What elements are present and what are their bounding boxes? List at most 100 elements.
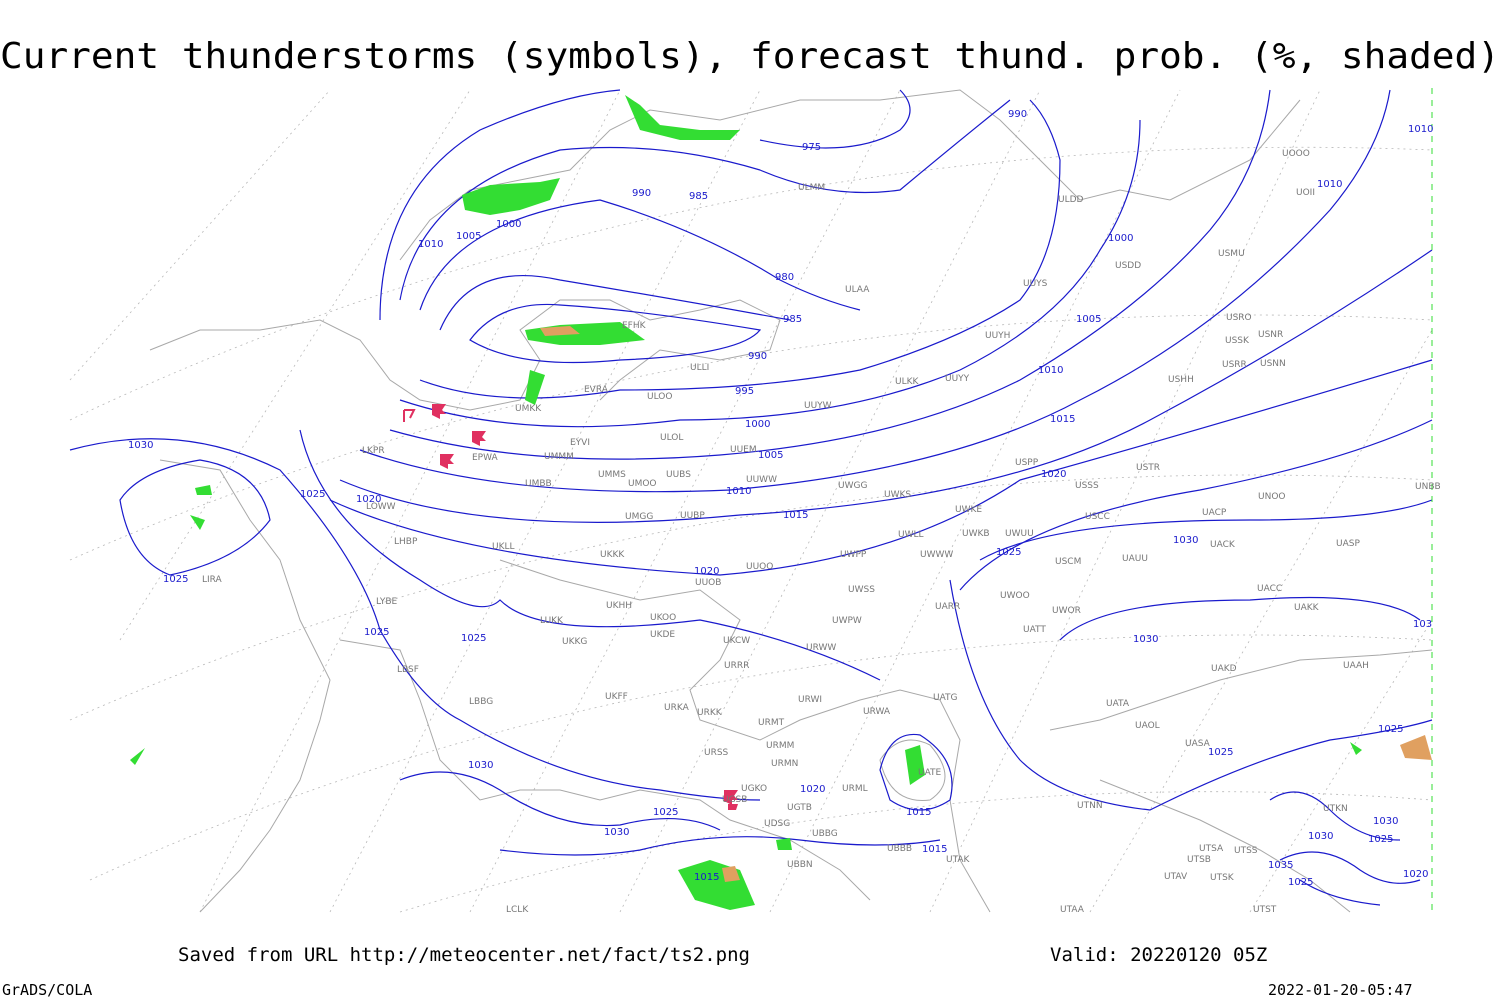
isobar-label: 1030 — [1373, 816, 1398, 827]
station-label: UBBB — [887, 844, 912, 854]
coastline — [399, 89, 1301, 261]
timestamp: 2022-01-20-05:47 — [1268, 981, 1413, 999]
station-label: USRO — [1226, 313, 1252, 323]
station-label: UUYS — [1023, 279, 1048, 289]
isobar-label: 1000 — [496, 219, 521, 230]
storm-symbols — [403, 404, 738, 810]
station-label: UUYH — [985, 331, 1010, 341]
isobar-label: 1015 — [1050, 414, 1075, 425]
station-label: UDSG — [764, 819, 790, 829]
isobar-label: 1025 — [1288, 877, 1313, 888]
station-label: UWOR — [1052, 606, 1081, 616]
station-label: UWKB — [962, 529, 990, 539]
station-label: UAKD — [1211, 664, 1237, 674]
station-label: LIRA — [202, 575, 223, 585]
shade — [678, 860, 755, 910]
isobar-label: 1015 — [783, 510, 808, 521]
isobar — [399, 99, 1011, 301]
isobar — [419, 199, 861, 311]
coastline — [879, 739, 946, 801]
isobar — [469, 303, 762, 364]
station-label: UATE — [918, 768, 942, 778]
map-labels: 975 990 990 985 1000 1005 1010 980 985 990 995 1000… — [128, 109, 1441, 915]
station-label: UWPW — [832, 616, 862, 626]
isobar — [299, 419, 1433, 681]
shade — [722, 866, 740, 882]
isobar-label: 1015 — [906, 807, 931, 818]
isobar — [399, 771, 941, 856]
isobar — [359, 89, 1391, 493]
station-label: UTSA — [1199, 844, 1224, 854]
station-label: URWI — [798, 695, 822, 705]
station-label: UASA — [1185, 739, 1211, 749]
station-label: UUYW — [804, 401, 832, 411]
station-label: UTSB — [1187, 855, 1211, 865]
isobar — [339, 249, 1433, 523]
isobar-label: 1025 — [1208, 747, 1233, 758]
isobars — [69, 89, 1433, 906]
station-label: UUWW — [746, 475, 777, 485]
station-label: UTAK — [946, 855, 971, 865]
station-label: UACC — [1257, 584, 1282, 594]
station-label: UKCW — [723, 636, 750, 646]
station-label: UACK — [1210, 540, 1236, 550]
station-label: UATA — [1106, 699, 1130, 709]
station-label: LUKK — [540, 616, 564, 626]
station-label: USSS — [1075, 481, 1099, 491]
coastline — [159, 459, 871, 913]
station-label: LYBE — [376, 597, 397, 607]
station-label: URWW — [806, 643, 836, 653]
station-label: URML — [842, 784, 868, 794]
station-label: EFHK — [622, 321, 647, 331]
station-label: UBBN — [787, 860, 813, 870]
shade — [540, 326, 580, 336]
isobar — [949, 579, 1433, 811]
station-label: ULKK — [895, 377, 920, 387]
station-label: UKOO — [650, 613, 676, 623]
station-label: USPP — [1015, 458, 1039, 468]
isobar-label: 1015 — [922, 844, 947, 855]
shade — [1400, 735, 1432, 760]
isobar-label: 1025 — [996, 547, 1021, 558]
station-label: UMMM — [544, 452, 574, 462]
isobar-label: 1035 — [1268, 860, 1293, 871]
station-label: USTR — [1136, 463, 1160, 473]
station-label: ULLI — [690, 363, 709, 373]
station-label: UWUU — [1005, 529, 1034, 539]
isobar — [419, 99, 1061, 399]
isobar-label: 1030 — [604, 827, 629, 838]
station-label: URSS — [704, 748, 729, 758]
station-label: UTAA — [1060, 905, 1085, 915]
isobar — [439, 274, 791, 331]
station-label: URKA — [664, 703, 690, 713]
station-label: UWWW — [920, 550, 953, 560]
station-label: UOII — [1296, 188, 1315, 198]
station-label: UUOO — [746, 562, 773, 572]
station-label: UATT — [1023, 625, 1046, 635]
isobar-label: 1025 — [163, 574, 188, 585]
shade — [462, 178, 560, 215]
isobar — [879, 733, 953, 811]
station-label: UMMS — [598, 470, 626, 480]
shade — [625, 95, 740, 140]
station-label: ULOL — [660, 433, 683, 443]
isobar-label: 1030 — [1308, 831, 1333, 842]
isobar-label: 1020 — [1403, 869, 1428, 880]
isobar-label: 1020 — [694, 566, 719, 577]
station-label: LBSF — [397, 665, 419, 675]
graticule — [69, 89, 1433, 913]
thunder-probability — [130, 95, 1432, 910]
station-label: LOWW — [366, 502, 396, 512]
station-label: UGTB — [787, 803, 812, 813]
station-label: UTNN — [1077, 801, 1103, 811]
isobar-label: 1025 — [1368, 834, 1393, 845]
station-label: ULOO — [647, 392, 672, 402]
station-label: UUOB — [695, 578, 721, 588]
station-label: LHBP — [394, 537, 418, 547]
graticule — [69, 146, 1433, 913]
station-label: UAOL — [1135, 721, 1160, 731]
station-label: UWGG — [838, 481, 867, 491]
valid-time: Valid: 20220120 05Z — [1050, 944, 1267, 966]
storm-symbol — [724, 790, 738, 810]
storm-symbol — [432, 404, 446, 419]
